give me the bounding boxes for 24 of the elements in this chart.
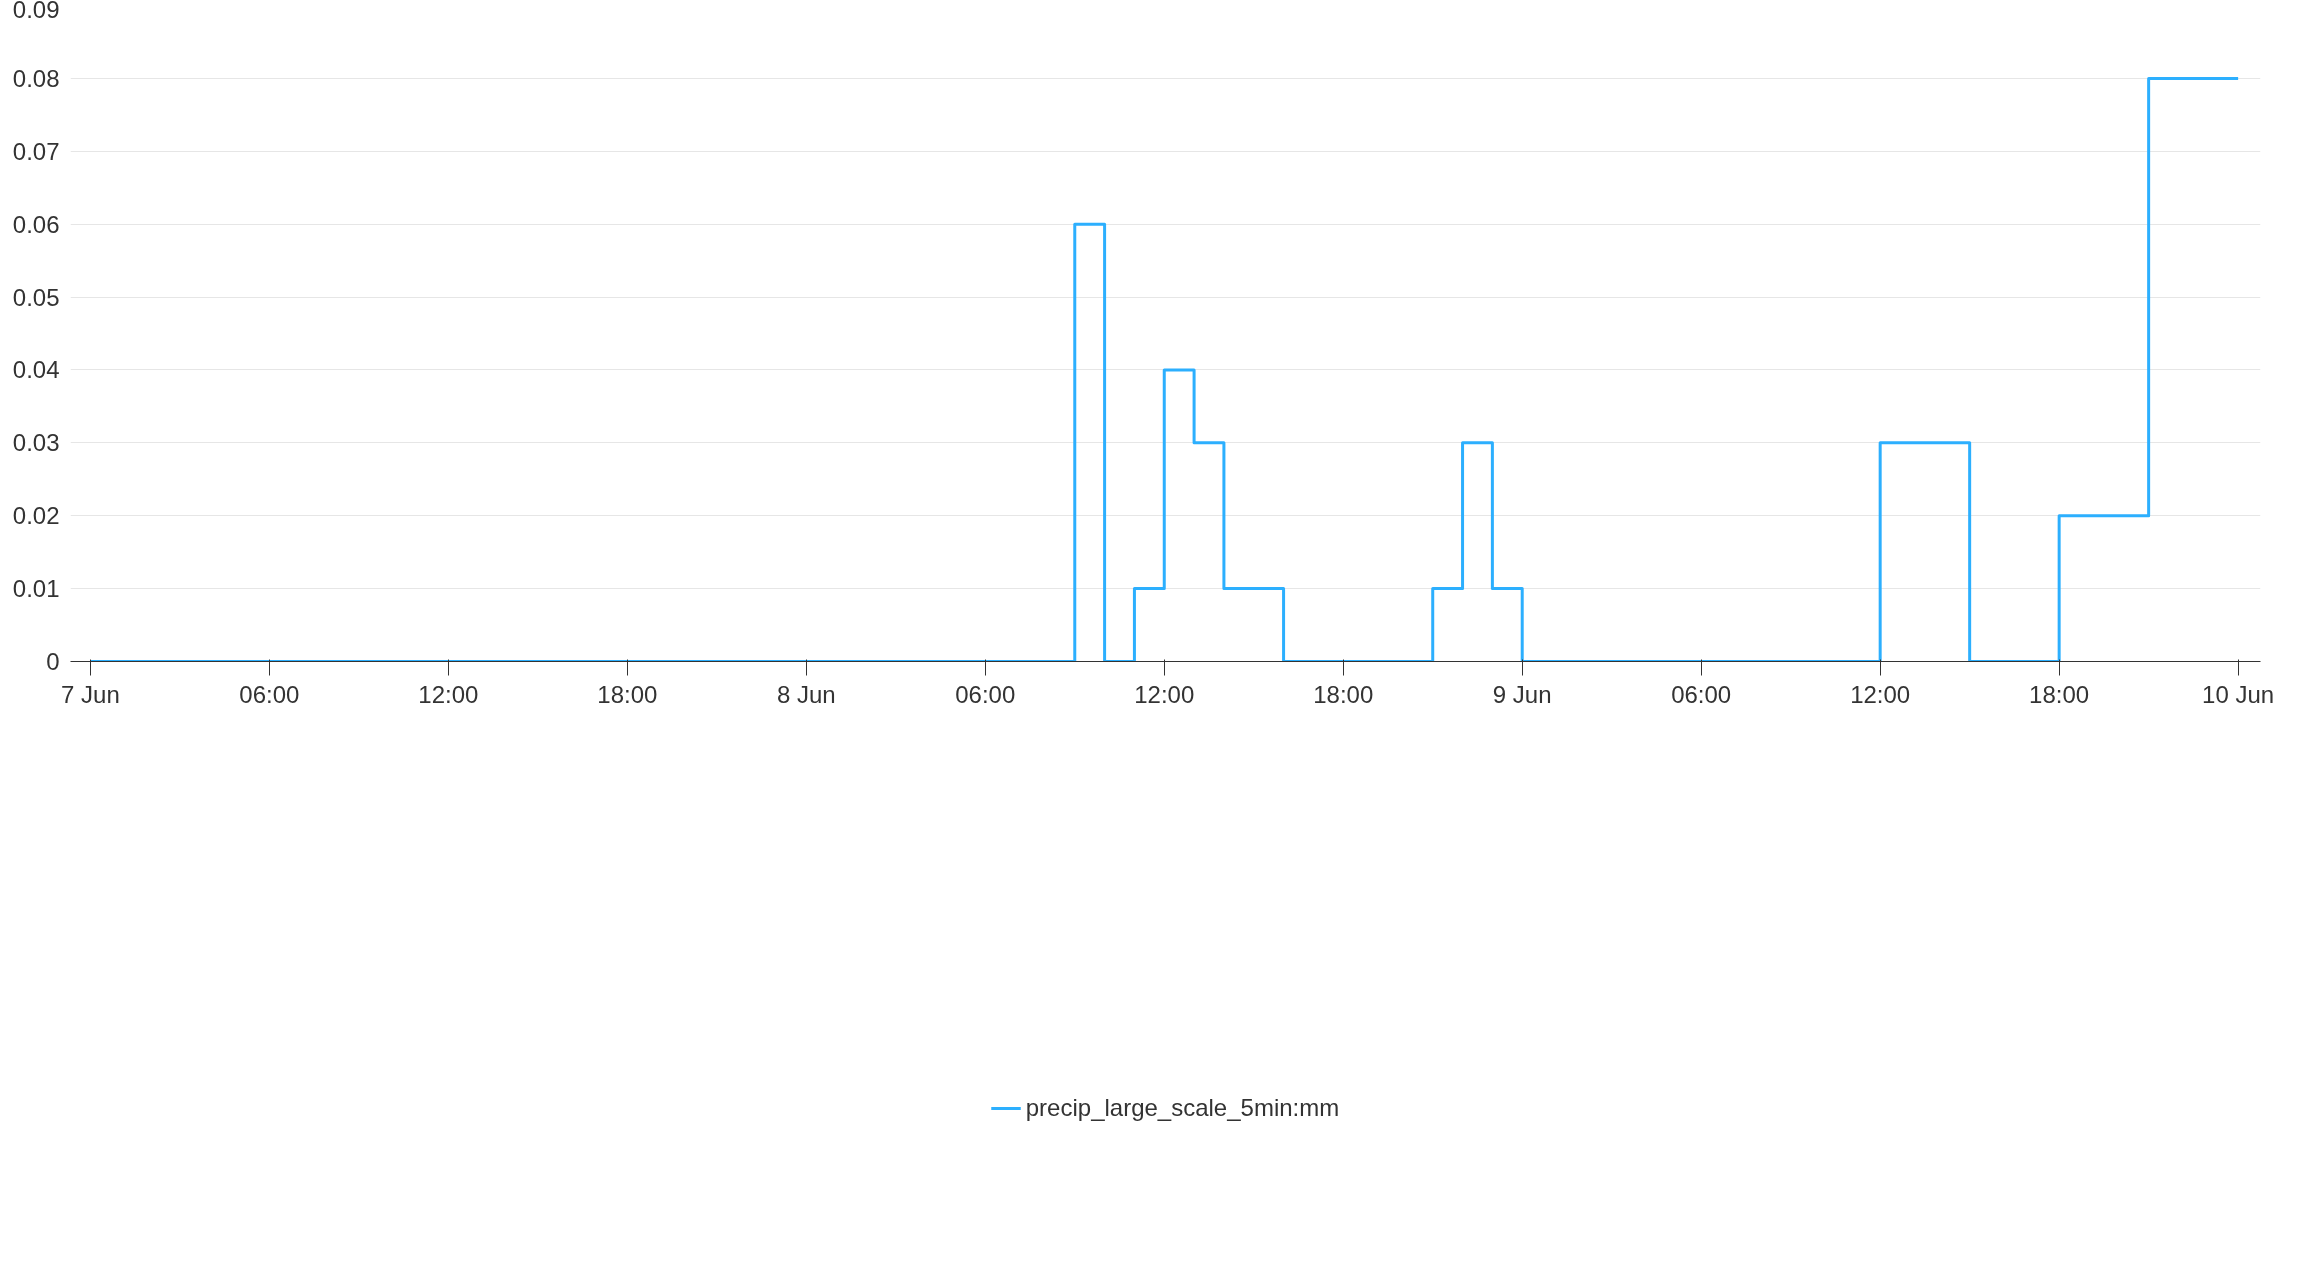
x-tick-label: 8 Jun [776,680,836,708]
x-tick-label: 7 Jun [61,680,120,708]
y-tick-label: 0 [46,648,60,675]
y-tick-label: 0.05 [12,283,60,311]
y-tick-label: 0.04 [12,356,60,384]
y-tick-label: 0.07 [12,137,60,165]
x-tick-label: 18:00 [2029,680,2090,708]
x-tick-label: 06:00 [955,680,1016,708]
y-tick-label: 0.02 [12,502,60,530]
y-tick-label: 0.09 [12,0,60,23]
x-tick-label: 9 Jun [1492,680,1552,708]
legend-label: precip_large_scale_5min:mm [1025,1094,1340,1122]
x-tick-label: 10 Jun [2202,680,2275,708]
y-tick-label: 0.01 [12,575,60,603]
x-tick-label: 12:00 [418,680,479,708]
x-tick-label: 12:00 [1134,680,1195,708]
x-tick-label: 06:00 [239,680,300,708]
x-tick-label: 18:00 [1313,680,1374,708]
x-tick-label: 18:00 [597,680,658,708]
y-tick-label: 0.03 [12,429,60,457]
x-tick-label: 06:00 [1671,680,1732,708]
x-tick-label: 12:00 [1850,680,1911,708]
y-tick-label: 0.06 [12,210,60,238]
y-tick-label: 0.08 [12,64,60,92]
